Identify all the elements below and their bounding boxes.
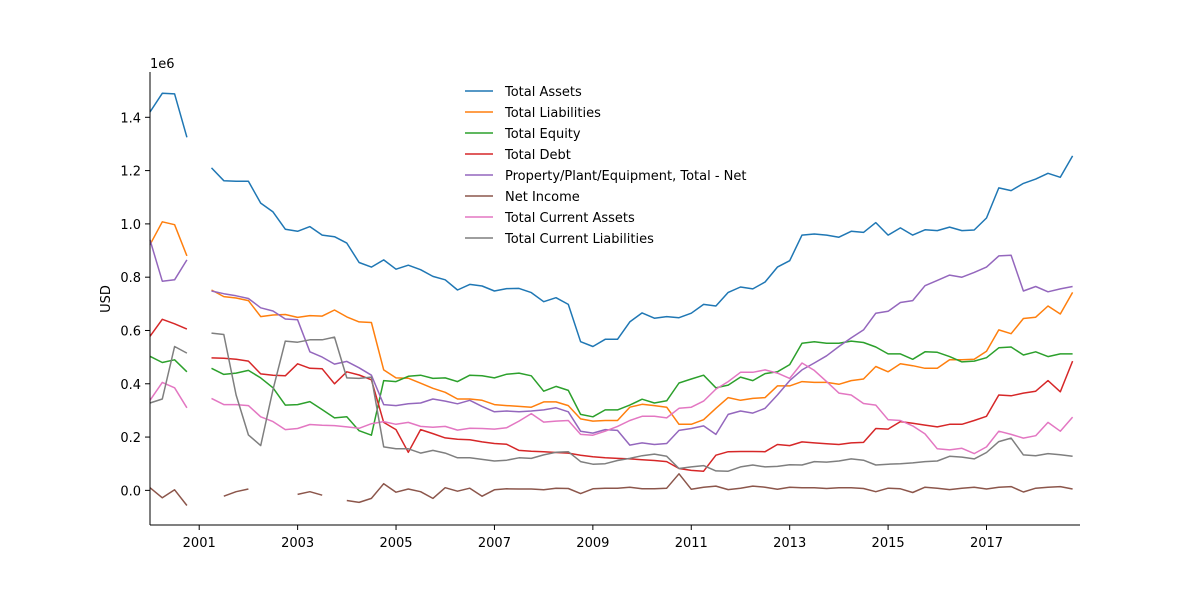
series-line-2 (149, 340, 1073, 436)
x-tick-label: 2011 (675, 536, 708, 551)
x-tick-label: 2007 (478, 536, 511, 551)
y-tick-label: 0.6 (120, 324, 141, 339)
series-line-4 (149, 239, 1073, 446)
legend-label: Total Debt (504, 148, 571, 163)
series-line-6 (149, 362, 1074, 455)
y-tick-label: 0.2 (120, 431, 141, 446)
x-tick-label: 2017 (970, 536, 1003, 551)
y-tick-label: 1.4 (120, 111, 141, 126)
legend-label: Net Income (505, 190, 580, 205)
x-ticks: 2001 2003 2005 2007 2009 2011 2013 2015 2017 (183, 525, 1003, 551)
series-line-3 (149, 318, 1074, 472)
legend-label: Total Assets (504, 85, 582, 100)
series-line-0 (149, 92, 1074, 348)
series-line-7 (149, 332, 1073, 472)
legend-label: Total Liabilities (504, 106, 601, 121)
legend-label: Property/Plant/Equipment, Total - Net (505, 169, 747, 184)
series-line-1 (149, 221, 1074, 426)
y-tick-label: 0.8 (120, 271, 141, 286)
y-ticks: 0.0 0.2 0.4 0.6 0.8 1.0 1.2 1.4 (120, 111, 150, 499)
legend: Total Assets Total Liabilities Total Equit… (465, 85, 747, 247)
y-multiplier-label: 1e6 (150, 57, 175, 72)
y-tick-label: 0.0 (120, 484, 141, 499)
legend-label: Total Current Liabilities (504, 232, 654, 247)
series-line-5 (149, 473, 1073, 506)
y-tick-label: 0.4 (120, 378, 141, 393)
legend-label: Total Current Assets (504, 211, 635, 226)
x-tick-label: 2015 (872, 536, 905, 551)
x-tick-label: 2001 (183, 536, 216, 551)
x-tick-label: 2005 (379, 536, 412, 551)
axes (149, 72, 1080, 526)
x-tick-label: 2003 (281, 536, 314, 551)
x-tick-label: 2009 (576, 536, 609, 551)
legend-label: Total Equity (504, 127, 581, 142)
y-axis-label: USD (99, 285, 114, 313)
x-tick-label: 2013 (773, 536, 806, 551)
series-lines (149, 92, 1074, 506)
y-tick-label: 1.2 (120, 165, 141, 180)
y-tick-label: 1.0 (120, 218, 141, 233)
